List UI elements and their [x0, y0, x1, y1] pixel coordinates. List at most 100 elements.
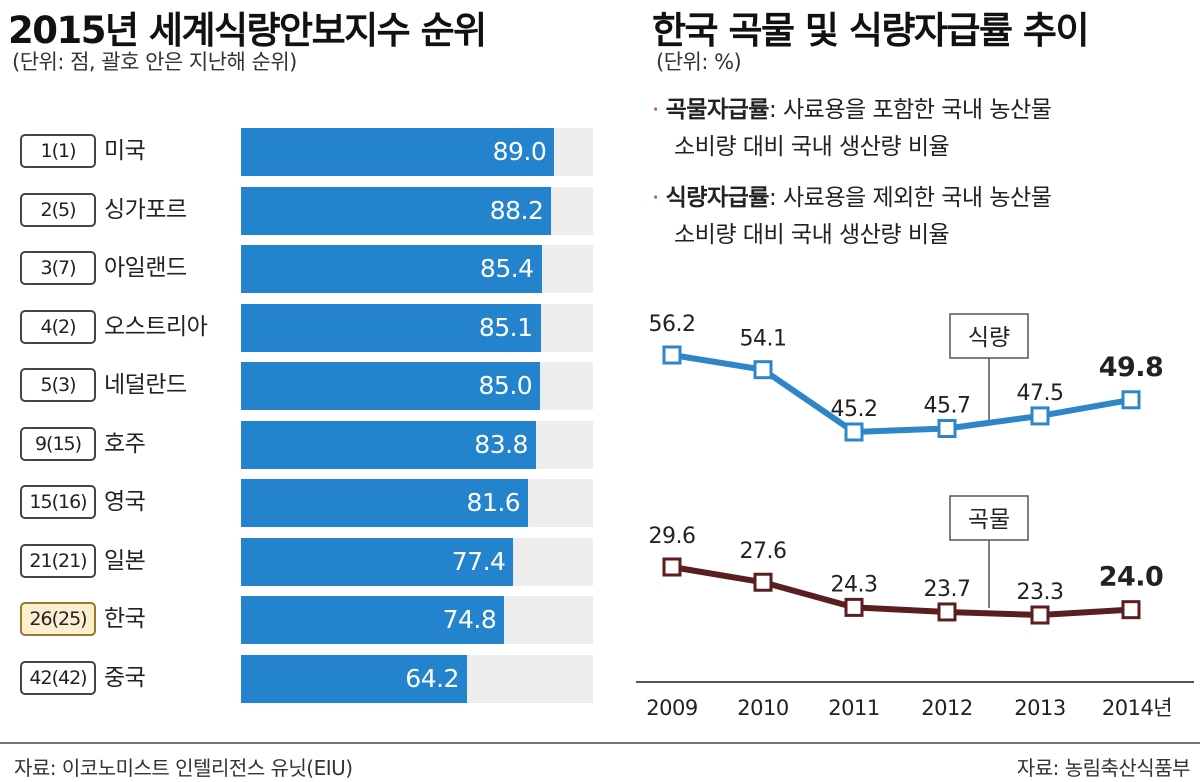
bar-value-label: 89.0 — [492, 137, 547, 166]
bar-row: 4(2) 오스트리아 85.1 — [0, 303, 600, 352]
data-point — [753, 572, 773, 592]
data-point — [844, 597, 864, 617]
rank-label: 3(7) — [20, 251, 96, 285]
data-point — [1121, 600, 1141, 620]
country-label: 중국 — [104, 664, 146, 691]
x-tick-label: 2013 — [1014, 696, 1065, 720]
bar-row: 26(25) 한국 74.8 — [0, 596, 600, 644]
rank-label: 21(21) — [20, 543, 96, 578]
bar-chart-title: 2015년 세계식량안보지수 순위 — [8, 9, 487, 52]
bar-row: 42(42) 중국 64.2 — [0, 654, 600, 703]
data-label: 23.3 — [1017, 580, 1064, 605]
series-name-label: 곡물 — [968, 507, 1010, 533]
rank-label: 2(5) — [20, 192, 96, 227]
bar-row: 3(7) 아일랜드 85.4 — [0, 245, 600, 293]
country-label: 아일랜드 — [104, 255, 187, 281]
data-label: 49.8 — [1099, 352, 1164, 383]
data-label: 56.2 — [649, 312, 696, 337]
bar — [241, 303, 541, 352]
data-point — [1121, 390, 1141, 410]
data-label: 29.6 — [649, 524, 696, 549]
country-label: 오스트리아 — [104, 313, 208, 340]
bar-chart-unit: (단위: 점, 괄호 안은 지난해 순위) — [12, 50, 297, 74]
bar-row: 5(3) 네덜란드 85.0 — [0, 362, 600, 410]
series-line-grain — [671, 564, 1132, 618]
definition-term: 곡물자급률 — [665, 97, 770, 123]
bullet-dot: · — [652, 97, 666, 123]
bar — [241, 245, 542, 293]
data-point — [1030, 406, 1050, 426]
country-label: 일본 — [104, 547, 146, 574]
callout-box — [949, 313, 1029, 359]
definition-food: · 식량자급률: 사료용을 제외한 국내 농산물 소비량 대비 국내 생산량 비… — [652, 180, 1192, 254]
series-name-label: 식량 — [968, 325, 1010, 351]
bar-value-label: 88.2 — [489, 195, 544, 225]
bar-value-label: 74.8 — [442, 605, 497, 634]
rank-label: 4(2) — [20, 309, 96, 344]
bar — [241, 362, 541, 410]
line-chart-unit: (단위: %) — [656, 50, 742, 74]
bar-value-label: 85.4 — [479, 254, 534, 283]
line-chart-title: 한국 곡물 및 식량자급률 추이 — [652, 9, 1090, 52]
data-point — [844, 422, 864, 442]
bar-value-label: 64.2 — [405, 663, 459, 693]
definition-text: : 사료용을 포함한 국내 농산물 — [768, 97, 1052, 123]
rank-label: 5(3) — [20, 368, 96, 402]
bar — [241, 128, 555, 176]
bar — [241, 596, 505, 644]
data-label: 27.6 — [740, 539, 787, 564]
definition-text: : 사료용을 제외한 국내 농산물 — [768, 185, 1052, 211]
country-label: 네덜란드 — [104, 372, 187, 398]
x-tick-label: 2009 — [646, 696, 697, 720]
bar-value-label: 83.8 — [474, 429, 528, 459]
data-label: 45.7 — [924, 394, 971, 419]
rank-label: 42(42) — [20, 660, 96, 695]
bar-row: 2(5) 싱가포르 88.2 — [0, 186, 600, 235]
definition-text-line2: 소비량 대비 국내 생산량 비율 — [674, 222, 950, 248]
definition-grain: · 곡물자급률: 사료용을 포함한 국내 농산물 소비량 대비 국내 생산량 비… — [652, 92, 1192, 166]
rank-label: 9(15) — [20, 426, 96, 461]
data-point — [1030, 605, 1050, 625]
definition-text-line2: 소비량 대비 국내 생산량 비율 — [674, 134, 950, 160]
x-tick-label: 2012 — [921, 696, 972, 720]
data-point — [662, 345, 682, 365]
bar-value-label: 77.4 — [451, 546, 506, 576]
rank-label: 1(1) — [20, 134, 96, 168]
bar — [241, 479, 529, 527]
bar — [241, 537, 514, 586]
bar — [241, 186, 552, 235]
country-label: 호주 — [104, 430, 146, 457]
x-tick-label: 2011 — [828, 696, 879, 720]
footer-divider — [0, 742, 1200, 744]
data-label: 47.5 — [1017, 381, 1064, 406]
bar-value-label: 85.1 — [478, 312, 533, 342]
callout-box — [949, 495, 1029, 541]
rank-label: 15(16) — [20, 485, 96, 519]
bar — [241, 420, 536, 469]
data-label: 54.1 — [740, 327, 787, 352]
bar-value-label: 85.0 — [478, 371, 533, 400]
bar-row: 15(16) 영국 81.6 — [0, 479, 600, 527]
bar-value-label: 81.6 — [466, 488, 521, 517]
bar-row: 1(1) 미국 89.0 — [0, 128, 600, 176]
country-label: 미국 — [104, 138, 146, 164]
x-tick-label: 2014년 — [1102, 696, 1172, 720]
x-tick-label: 2010 — [737, 696, 788, 720]
bar-row: 21(21) 일본 77.4 — [0, 537, 600, 586]
bar-row: 9(15) 호주 83.8 — [0, 420, 600, 469]
country-label: 영국 — [104, 489, 146, 515]
country-label: 한국 — [104, 606, 146, 632]
data-label: 45.2 — [831, 397, 878, 422]
data-label: 24.3 — [831, 572, 878, 597]
country-label: 싱가포르 — [104, 196, 187, 223]
data-point — [753, 360, 773, 380]
series-line-food — [671, 352, 1132, 435]
data-label: 23.7 — [924, 577, 971, 602]
rank-label: 26(25) — [20, 602, 96, 636]
data-point — [662, 557, 682, 577]
definition-term: 식량자급률 — [665, 185, 770, 211]
data-point — [937, 419, 957, 438]
bar — [241, 654, 467, 703]
source-right: 자료: 농림축산식품부 — [1016, 756, 1191, 780]
